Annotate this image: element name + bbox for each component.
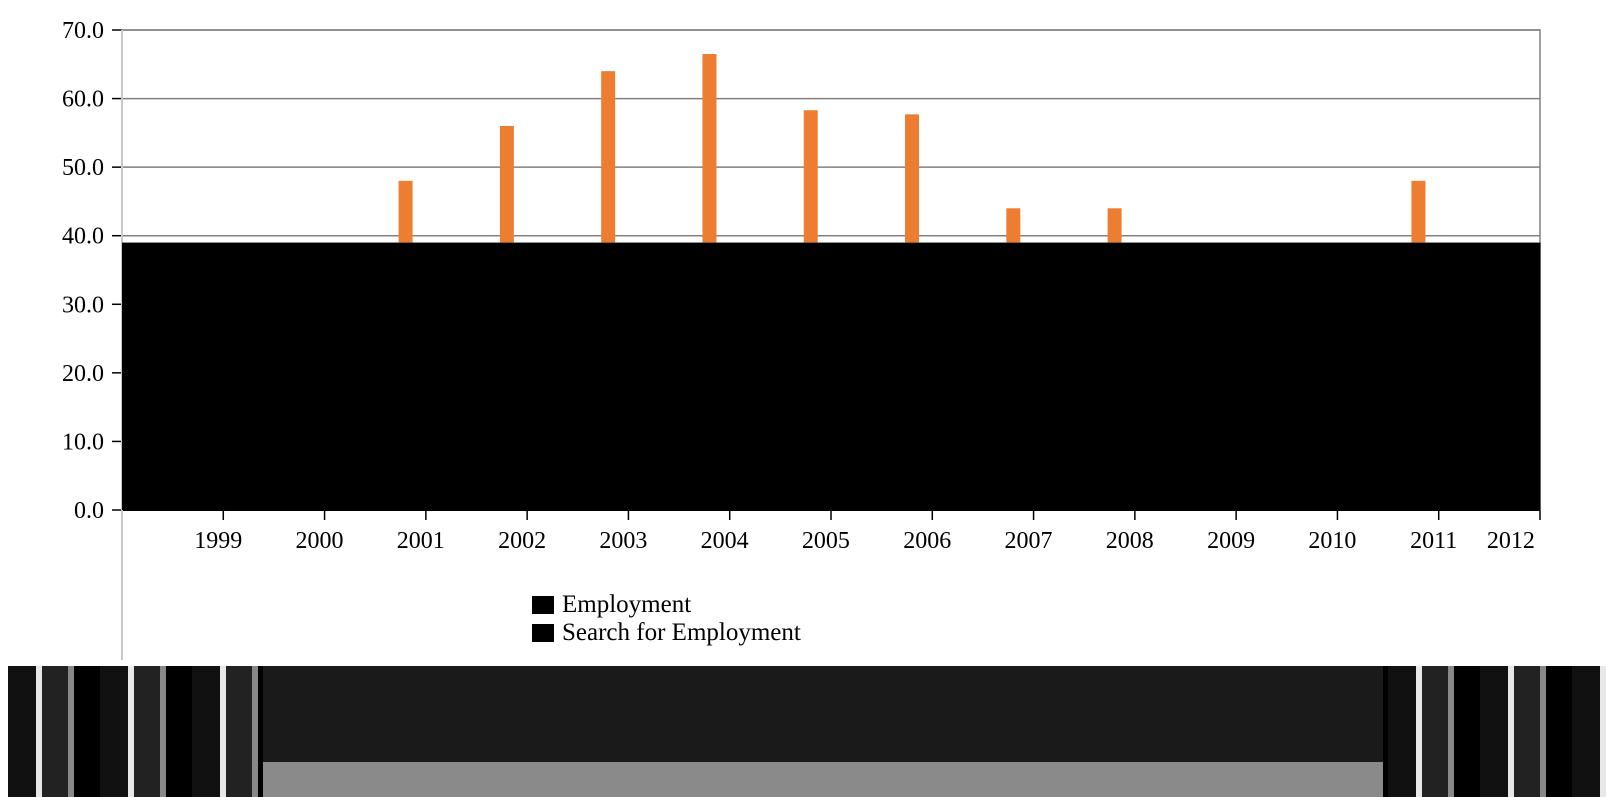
x-tick-label-2003: 2003 xyxy=(599,528,647,554)
x-tick-label-2002: 2002 xyxy=(498,528,546,554)
bar-employment-2012 xyxy=(1438,242,1541,511)
bar-search-for-employment-2004 xyxy=(702,54,717,243)
bar-employment-2010 xyxy=(1236,242,1338,511)
x-tick-label-2009: 2009 xyxy=(1207,528,1255,554)
x-tick-label-1999: 1999 xyxy=(194,528,242,554)
x-tick-label-2010: 2010 xyxy=(1308,528,1356,554)
bar-employment-2001 xyxy=(324,242,427,511)
bar-search-for-employment-2008 xyxy=(1107,208,1122,243)
bar-employment-2007 xyxy=(932,242,1035,511)
bar-search-for-employment-2007 xyxy=(1006,208,1021,243)
y-tick-label: 40.0 xyxy=(62,224,104,250)
x-tick-label-2005: 2005 xyxy=(802,528,850,554)
y-tick-label: 50.0 xyxy=(62,155,104,181)
x-tick-label-2012: 2012 xyxy=(1487,528,1535,554)
x-tick-label-2006: 2006 xyxy=(903,528,951,554)
legend-item-search-for-employment: Search for Employment xyxy=(532,619,801,647)
x-tick-label-2000: 2000 xyxy=(296,528,344,554)
legend-item-employment: Employment xyxy=(532,591,801,619)
y-tick-label: 30.0 xyxy=(62,292,104,318)
y-tick-label: 10.0 xyxy=(62,429,104,455)
bars xyxy=(122,54,1541,511)
x-tick-label-2004: 2004 xyxy=(701,528,749,554)
x-tick-label-2007: 2007 xyxy=(1005,528,1053,554)
bar-search-for-employment-2002 xyxy=(499,126,514,243)
tick-labels: 0.0 10.0 20.0 30.0 40.0 50.0 60.0 70.0 1999 2000 2… xyxy=(62,18,1535,554)
bar-employment-2006 xyxy=(831,242,933,511)
bar-employment-2009 xyxy=(1134,242,1237,511)
legend-label-employment: Employment xyxy=(562,591,692,618)
bar-employment-2011 xyxy=(1337,242,1440,511)
bar-employment-2003 xyxy=(527,242,629,511)
legend-swatch-search-for-employment xyxy=(532,624,554,642)
x-tick-label-2011: 2011 xyxy=(1410,528,1457,554)
corrupted-legend-area xyxy=(263,666,1383,797)
bar-employment-2008 xyxy=(1033,242,1136,511)
bar-employment-2005 xyxy=(729,242,832,511)
legend: Employment Search for Employment xyxy=(532,591,801,647)
bar-search-for-employment-2005 xyxy=(803,110,818,243)
bar-search-for-employment-2006 xyxy=(905,114,920,243)
y-tick-label: 20.0 xyxy=(62,361,104,387)
legend-swatch-employment xyxy=(532,596,554,614)
bar-search-for-employment-2001 xyxy=(398,180,413,243)
legend-label-search-for-employment: Search for Employment xyxy=(562,619,801,646)
bar-search-for-employment-2003 xyxy=(601,71,616,243)
bar-employment-2004 xyxy=(628,242,731,511)
x-tick-label-2001: 2001 xyxy=(397,528,445,554)
bar-employment-2002 xyxy=(425,242,528,511)
y-tick-label: 60.0 xyxy=(62,87,104,113)
bar-employment-2000 xyxy=(223,242,326,511)
x-tick-label-2008: 2008 xyxy=(1106,528,1154,554)
y-tick-label: 0.0 xyxy=(74,498,104,524)
bar-employment-1999 xyxy=(122,242,224,511)
y-tick-label: 70.0 xyxy=(62,18,104,44)
bar-search-for-employment-2011 xyxy=(1411,180,1426,243)
